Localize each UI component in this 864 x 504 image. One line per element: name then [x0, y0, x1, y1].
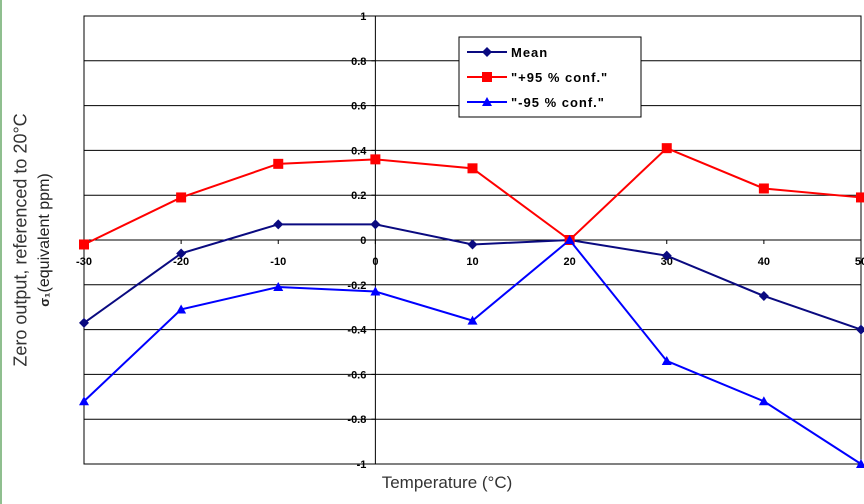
data-point [176, 248, 187, 259]
left-edge-rule [0, 0, 2, 504]
y-tick-label: -0.4 [347, 325, 367, 337]
data-point [467, 315, 478, 325]
legend-swatch-marker [482, 47, 492, 57]
data-point [758, 396, 769, 406]
legend-swatch-marker [482, 72, 492, 82]
data-point [661, 250, 672, 261]
series-group [79, 235, 864, 468]
data-point [467, 163, 478, 174]
data-point [79, 396, 89, 406]
data-point [856, 324, 864, 335]
data-point [758, 291, 769, 301]
y-tick-label: 0.6 [351, 101, 366, 113]
y-tick-label: 0.2 [351, 190, 366, 202]
x-tick-label: 20 [564, 256, 576, 268]
data-point [273, 219, 284, 230]
y-axis-symbol: σ₁ [37, 292, 52, 307]
x-tick-label: 50 [855, 256, 864, 268]
x-tick-label: 0 [372, 256, 378, 268]
legend-entry-label: Mean [511, 45, 548, 60]
y-tick-label: -0.6 [347, 369, 366, 381]
x-tick-label: -30 [76, 256, 92, 268]
data-point [176, 304, 187, 314]
data-point [856, 192, 864, 203]
y-tick-label: 0.4 [351, 145, 367, 157]
data-point [79, 239, 89, 250]
x-tick-label: 30 [661, 256, 673, 268]
y-tick-label: 1 [360, 11, 366, 23]
data-point [758, 183, 769, 194]
series-group [79, 143, 864, 250]
x-tick-label: -10 [270, 256, 286, 268]
x-tick-label: 40 [758, 256, 770, 268]
x-tick-label: -20 [173, 256, 189, 268]
legend-entry-label: "+95 % conf." [511, 70, 608, 85]
data-point [661, 143, 672, 154]
y-axis-title: Zero output, referenced to 20°C [10, 113, 31, 367]
data-point [564, 235, 575, 244]
data-point [176, 192, 187, 203]
y-tick-label: 0 [360, 235, 366, 247]
data-point [370, 154, 381, 165]
legend-entry-label: "-95 % conf." [511, 95, 605, 110]
data-point [273, 282, 284, 292]
data-point [370, 286, 381, 296]
data-point [856, 459, 864, 468]
data-point [467, 239, 478, 250]
data-point [370, 219, 381, 230]
data-point [79, 317, 89, 328]
series-group [79, 219, 864, 335]
data-point [661, 355, 672, 365]
y-tick-label: -1 [357, 459, 367, 471]
y-tick-label: -0.8 [347, 414, 366, 426]
y-axis-subtitle: σ₁(equivalent ppm) [36, 173, 54, 306]
data-point [273, 158, 284, 169]
legend-swatch-marker [482, 97, 492, 106]
x-axis-title: Temperature (°C) [381, 473, 513, 492]
y-tick-label: 0.8 [351, 56, 366, 68]
x-tick-label: 10 [466, 256, 478, 268]
y-axis-unit: (equivalent ppm) [36, 173, 53, 293]
y-tick-label: -0.2 [347, 280, 366, 292]
